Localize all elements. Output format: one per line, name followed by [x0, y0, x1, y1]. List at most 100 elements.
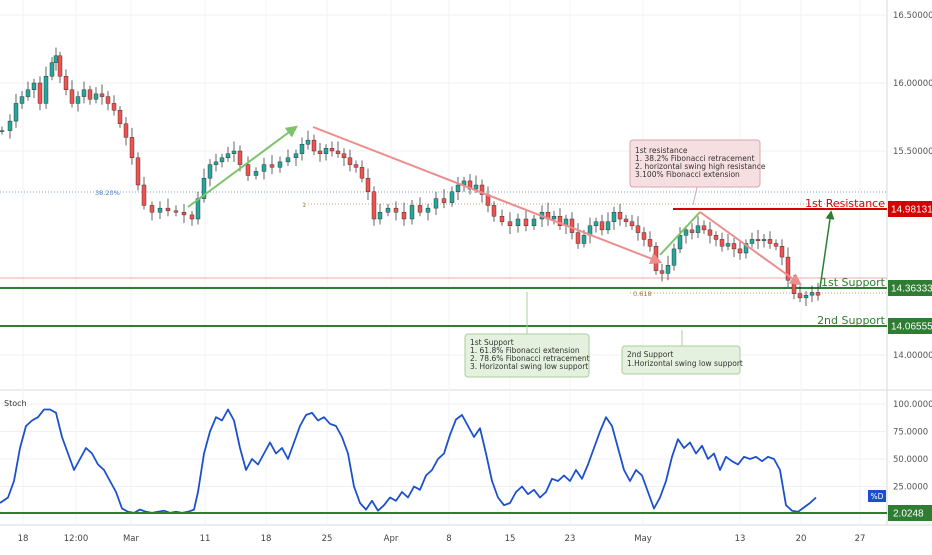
candle-body: [353, 164, 359, 168]
gridlines: [0, 0, 887, 525]
resistance-line-3: 3.100% Fibonacci extension: [635, 170, 740, 179]
time-tick-label: 12:00: [64, 534, 89, 544]
candle-body: [653, 245, 659, 271]
retrace-down-arrow: [699, 211, 802, 286]
candle-body: [157, 207, 163, 213]
candle-body: [623, 218, 629, 222]
candle-body: [53, 55, 59, 63]
candle-body: [311, 139, 317, 152]
candle-body: [269, 164, 275, 168]
price-tick-label: 14.00000: [893, 351, 932, 361]
candle-body: [329, 148, 335, 152]
fib-ext1-label: 1: [302, 201, 306, 209]
candle-body: [677, 235, 683, 250]
stoch-panel: [0, 408, 887, 514]
resistance-annotation[interactable]: 1st resistance 1. 38.2% Fibonacci retrac…: [629, 139, 766, 206]
drawings: [187, 125, 835, 289]
candle-body: [25, 89, 31, 97]
candle-body: [245, 164, 251, 176]
candle-body: [695, 225, 701, 233]
candle-body: [683, 229, 689, 236]
candle-body: [181, 211, 187, 216]
candle-body: [593, 221, 599, 227]
stoch-tick-label: 50.0000: [893, 455, 928, 465]
resistance-level-label: 1st Resistance: [805, 197, 885, 210]
resistance-line-2: 2. horizontal swing high resistance: [635, 162, 766, 171]
candle-body: [347, 157, 353, 165]
support1-price-label-text: 14.36333: [891, 284, 932, 295]
candle-body: [531, 218, 537, 227]
level-lines: 38.20% 1 0.618 1st Resistance 1st Support 2nd…: [0, 189, 887, 327]
time-tick-label: Apr: [384, 534, 399, 544]
candle-body: [105, 96, 111, 104]
candle-body: [737, 248, 743, 254]
candle-body: [791, 280, 797, 295]
support1-annotation[interactable]: 1st Support 1. 61.8% Fibonacci extension…: [464, 292, 590, 378]
candle-body: [809, 292, 815, 296]
candle-body: [277, 161, 283, 168]
candle-body: [725, 243, 731, 247]
candle-body: [123, 123, 129, 138]
candle-body: [731, 243, 737, 250]
candle-body: [797, 293, 803, 299]
support2-annotation[interactable]: 2nd Support 1.Horizontal swing low suppo…: [621, 330, 743, 375]
candle-body: [213, 161, 219, 165]
support2-price-label-box: [888, 318, 932, 334]
up-trend-arrow: [187, 125, 298, 208]
candle-body: [785, 256, 791, 281]
candle-body: [293, 153, 299, 159]
candle-body: [173, 210, 179, 213]
candle-body: [767, 239, 773, 244]
candle-body: [647, 239, 653, 247]
candle-body: [99, 93, 105, 97]
support2-line-0: 2nd Support: [627, 350, 673, 359]
candle-body: [87, 89, 93, 100]
resistance-line-0: 1st resistance: [635, 146, 688, 155]
candle-body: [0, 130, 5, 132]
candle-body: [701, 225, 707, 231]
price-tick-label: 16.00000: [893, 79, 932, 89]
time-tick-label: 18: [261, 534, 272, 544]
candle-body: [635, 225, 641, 233]
candle-body: [359, 167, 365, 179]
candle-body: [63, 75, 69, 90]
candle-body: [253, 171, 259, 176]
stoch-tick-label: 75.0000: [893, 428, 928, 438]
support1-price-label-box: [888, 280, 932, 296]
candle-body: [779, 245, 785, 258]
candle-body: [401, 211, 407, 220]
candle-body: [219, 157, 225, 163]
fib-382-label: 38.20%: [95, 189, 120, 197]
price-tick-label: 15.50000: [893, 147, 932, 157]
support1-line-1: 1. 61.8% Fibonacci extension: [470, 346, 580, 355]
candle-body: [299, 143, 305, 154]
candle-body: [323, 148, 329, 154]
candle-body: [433, 198, 439, 209]
axes: 16.5000016.0000015.5000014.5000014.00000…: [18, 11, 932, 544]
time-tick-label: 13: [735, 534, 746, 544]
candle-body: [499, 216, 505, 222]
candle-body: [641, 232, 647, 240]
candle-body: [605, 221, 611, 231]
candle-body: [617, 211, 623, 220]
candle-body: [659, 270, 665, 274]
candle-body: [575, 232, 581, 244]
candle-body: [393, 207, 399, 213]
candle-body: [225, 153, 231, 159]
candle-body: [7, 120, 13, 131]
candles: [0, 47, 821, 307]
candle-body: [341, 153, 347, 159]
candle-body: [141, 184, 147, 206]
candle-body: [317, 150, 323, 154]
stoch-tick-label: 100.0000: [893, 400, 932, 410]
candle-body: [165, 207, 171, 212]
retrace-up-line: [659, 211, 701, 256]
support1-level-label: 1st Support: [821, 276, 886, 289]
candle-body: [49, 62, 55, 77]
time-tick-label: May: [634, 534, 652, 544]
candle-body: [285, 157, 291, 163]
price-tick-label: 16.50000: [893, 11, 932, 21]
candle-body: [473, 184, 479, 190]
time-tick-label: 11: [200, 534, 211, 544]
